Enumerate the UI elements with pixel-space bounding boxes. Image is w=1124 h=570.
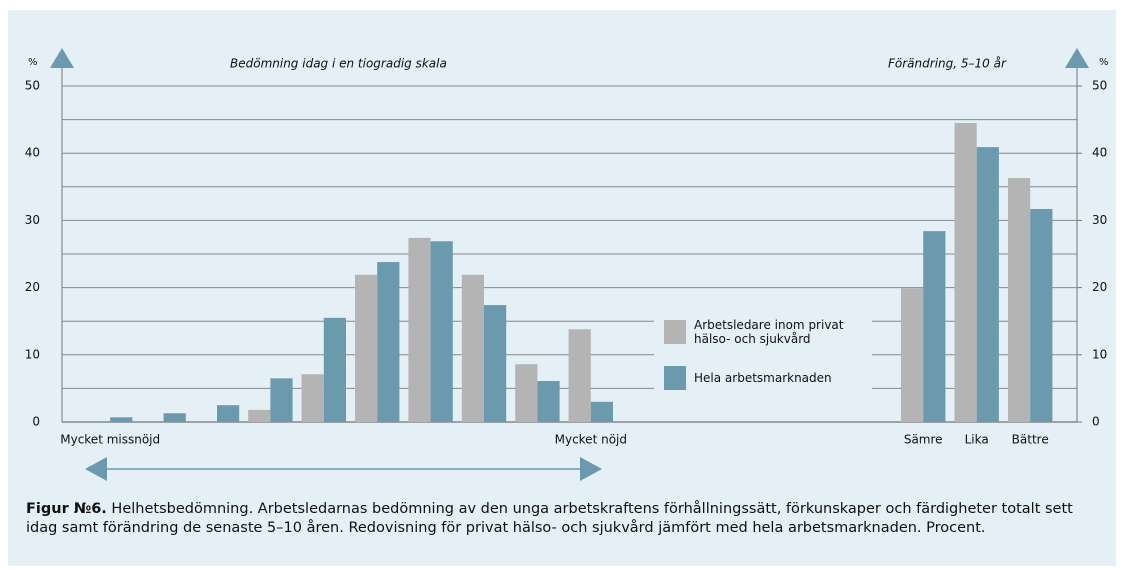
bar xyxy=(954,122,977,423)
x-tick-label: Mycket nöjd xyxy=(555,433,627,447)
caption-text: Helhetsbedömning. Arbetsledarnas bedömni… xyxy=(26,501,1073,536)
x-tick-label: Bättre xyxy=(1012,433,1049,447)
scale-arrow-head xyxy=(85,457,107,481)
y-tick-label: 40 xyxy=(25,146,40,160)
x-tick-label: Lika xyxy=(965,433,989,447)
bar xyxy=(301,374,324,422)
y-tick-label: 30 xyxy=(1092,213,1107,227)
y-tick-label: 50 xyxy=(1092,79,1107,93)
axis-arrow xyxy=(1065,48,1089,68)
bar xyxy=(901,288,924,422)
bar xyxy=(270,378,293,422)
y-tick-label: 20 xyxy=(1092,280,1107,294)
y-tick-label: 40 xyxy=(1092,146,1107,160)
bar xyxy=(323,317,346,422)
bar xyxy=(355,274,378,422)
axis-arrow xyxy=(50,48,74,68)
bar xyxy=(976,147,999,423)
subtitle: Förändring, 5–10 år xyxy=(888,57,1007,71)
y-tick-label: 50 xyxy=(25,79,40,93)
y-tick-label: 20 xyxy=(25,280,40,294)
bar xyxy=(430,241,453,422)
legend-item: Arbetsledare inom privat hälso- och sjuk… xyxy=(664,318,864,346)
legend-swatch xyxy=(664,320,686,344)
bar xyxy=(568,329,591,422)
bar xyxy=(484,305,507,422)
legend-swatch xyxy=(664,366,686,390)
caption-label: Figur №6. xyxy=(26,501,107,517)
y-label: % xyxy=(28,57,38,68)
legend: Arbetsledare inom privat hälso- och sjuk… xyxy=(654,312,872,398)
bar xyxy=(1008,178,1031,422)
scale-arrow-head xyxy=(580,457,602,481)
bar xyxy=(163,413,186,422)
y-tick-label: 0 xyxy=(32,415,40,429)
bar xyxy=(515,364,538,422)
bar xyxy=(248,409,271,422)
bar xyxy=(110,417,133,422)
bar xyxy=(590,401,613,422)
x-tick-label: Sämre xyxy=(904,433,943,447)
y-tick-label: 10 xyxy=(1092,347,1107,361)
bar xyxy=(461,274,484,422)
caption: Figur №6. Helhetsbedömning. Arbetsledarn… xyxy=(26,500,1106,538)
subtitle: Bedömning idag i en tiogradig skala xyxy=(230,57,447,71)
bar xyxy=(408,237,431,422)
legend-item: Hela arbetsmarknaden xyxy=(664,366,832,390)
bar xyxy=(923,231,946,422)
y-tick-label: 10 xyxy=(25,347,40,361)
bar xyxy=(377,262,400,422)
y-tick-label: 30 xyxy=(25,213,40,227)
bar xyxy=(537,381,560,422)
x-tick-label: Mycket missnöjd xyxy=(60,433,160,447)
legend-label: Hela arbetsmarknaden xyxy=(694,371,832,385)
y-label: % xyxy=(1099,57,1109,68)
bar xyxy=(1030,208,1053,422)
legend-label: Arbetsledare inom privat hälso- och sjuk… xyxy=(694,318,844,346)
y-tick-label: 0 xyxy=(1092,415,1100,429)
bar xyxy=(217,405,240,422)
